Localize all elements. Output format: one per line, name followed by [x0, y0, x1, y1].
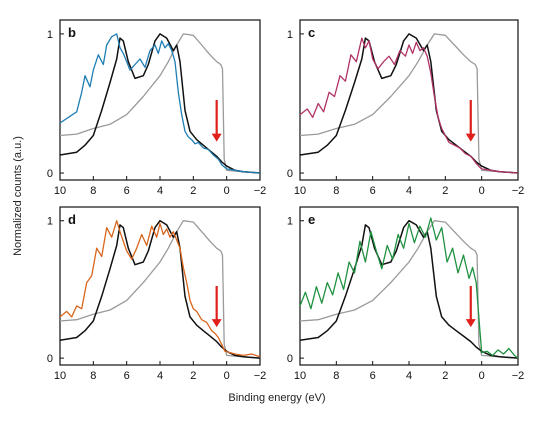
panel-frame: [299, 206, 519, 366]
series-line-d: [59, 220, 261, 358]
x-tick-label: 10: [54, 370, 66, 382]
y-axis-title: Normalized counts (a.u.): [8, 110, 28, 290]
series-line-black: [299, 219, 519, 359]
x-tick-label: −2: [512, 185, 525, 197]
x-tick-label: 10: [294, 370, 306, 382]
x-tick-label: 0: [224, 370, 230, 382]
panel-letter: b: [68, 25, 76, 40]
series-line-black: [299, 33, 519, 174]
panel-d: d 10 8 6 4 2 0 −2 0 1: [47, 206, 267, 382]
panel-e: e 10 8 6 4 2 0 −2 0 1: [287, 206, 525, 382]
x-tick-label: 4: [157, 185, 163, 197]
x-tick-label: −2: [512, 370, 525, 382]
x-tick-label: 2: [442, 370, 448, 382]
x-tick-label: 6: [370, 185, 376, 197]
fermi-arrow-head: [211, 319, 222, 328]
series-line-gray: [299, 220, 519, 359]
x-tick-label: 10: [54, 185, 66, 197]
y-tick-label: 1: [287, 29, 293, 41]
y-tick-label: 1: [287, 216, 293, 228]
series-line-c: [299, 37, 519, 174]
fermi-arrow-head: [465, 133, 476, 142]
x-tick-label: 6: [124, 185, 130, 197]
x-tick-label: 8: [90, 185, 96, 197]
x-tick-label: 2: [442, 185, 448, 197]
panel-letter: d: [68, 212, 76, 227]
panel-letter: e: [308, 212, 315, 227]
series-line-black: [59, 219, 261, 359]
x-tick-label: 2: [190, 370, 196, 382]
x-tick-label: 0: [479, 185, 485, 197]
fermi-arrow-head: [211, 133, 222, 142]
series-line-gray: [59, 220, 261, 359]
x-tick-label: 2: [190, 185, 196, 197]
panel-b: b 10 8 6 4 2 0 −2 0 1: [47, 19, 267, 197]
panel-frame: [59, 206, 261, 366]
x-tick-label: 4: [157, 370, 163, 382]
series-line-gray: [299, 33, 519, 174]
y-tick-label: 0: [287, 168, 293, 180]
series-line-e: [299, 217, 519, 359]
x-tick-label: 8: [333, 185, 339, 197]
y-tick-label: 1: [47, 29, 53, 41]
y-tick-label: 1: [47, 216, 53, 228]
x-tick-label: 6: [370, 370, 376, 382]
panel-frame: [299, 19, 519, 181]
y-tick-label: 0: [287, 353, 293, 365]
x-tick-label: 8: [333, 370, 339, 382]
x-tick-label: −2: [254, 370, 267, 382]
x-tick-label: 6: [124, 370, 130, 382]
series-line-black: [59, 33, 261, 174]
x-tick-label: 0: [479, 370, 485, 382]
y-tick-label: 0: [47, 168, 53, 180]
series-line-gray: [59, 33, 261, 174]
x-tick-label: 8: [90, 370, 96, 382]
x-axis-title: Binding energy (eV): [228, 392, 326, 404]
x-tick-label: 0: [224, 185, 230, 197]
series-line-b: [59, 33, 261, 174]
panel-letter: c: [308, 25, 315, 40]
x-tick-label: 10: [294, 185, 306, 197]
panel-frame: [59, 19, 261, 181]
x-tick-label: 4: [406, 185, 412, 197]
panel-c: c 10 8 6 4 2 0 −2 0 1: [287, 19, 525, 197]
x-tick-label: 4: [406, 370, 412, 382]
y-tick-label: 0: [47, 353, 53, 365]
y-axis-title-text: Normalized counts (a.u.): [12, 136, 24, 256]
x-tick-label: −2: [254, 185, 267, 197]
fermi-arrow-head: [465, 319, 476, 328]
